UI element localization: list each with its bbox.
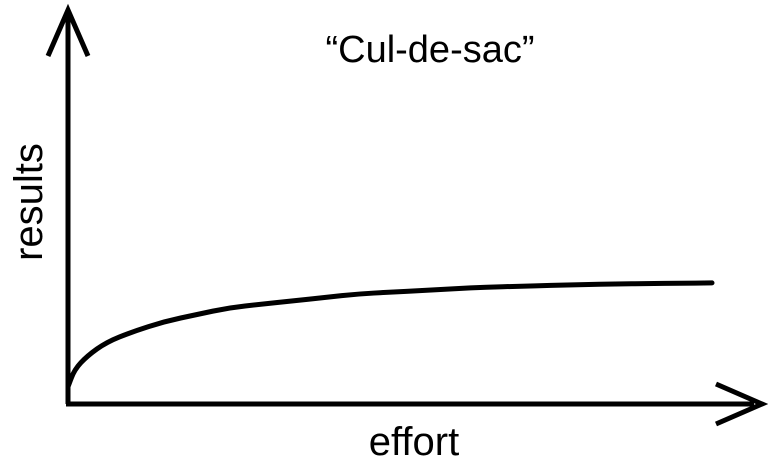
chart-title: “Cul-de-sac”: [325, 29, 534, 71]
y-axis-arrow: [45, 3, 91, 57]
x-axis-label: effort: [369, 420, 459, 464]
x-axis-arrow: [715, 381, 768, 427]
y-axis-label: results: [7, 143, 51, 261]
series-line: [65, 280, 715, 390]
